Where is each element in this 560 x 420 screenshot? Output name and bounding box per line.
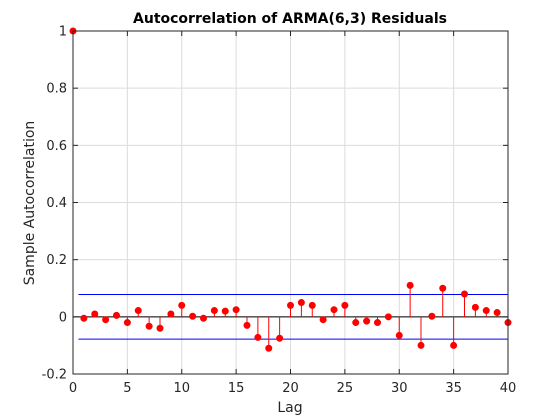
acf-marker: [298, 300, 304, 306]
acf-marker: [222, 308, 228, 314]
acf-marker: [255, 334, 261, 340]
x-tick-label: 25: [337, 381, 354, 396]
acf-marker: [483, 308, 489, 314]
x-tick-label: 40: [500, 381, 517, 396]
acf-marker: [309, 302, 315, 308]
y-tick-label: 0.2: [46, 253, 67, 268]
y-tick-label: 0.4: [46, 196, 67, 211]
acf-marker: [375, 320, 381, 326]
acf-marker: [124, 320, 130, 326]
x-axis-title: Lag: [277, 400, 302, 416]
acf-marker: [429, 313, 435, 319]
x-tick-label: 15: [228, 381, 245, 396]
acf-marker: [342, 302, 348, 308]
x-tick-label: 20: [282, 381, 299, 396]
acf-marker: [418, 342, 424, 348]
acf-marker: [233, 307, 239, 313]
acf-marker: [114, 312, 120, 318]
acf-marker: [168, 311, 174, 317]
acf-marker: [211, 308, 217, 314]
x-tick-label: 5: [123, 381, 131, 396]
acf-marker: [396, 332, 402, 338]
acf-marker: [385, 314, 391, 320]
acf-marker: [494, 310, 500, 316]
acf-marker: [364, 318, 370, 324]
acf-marker: [407, 282, 413, 288]
y-tick-label: 0.8: [46, 82, 67, 97]
grid-layer: [73, 31, 508, 374]
acf-marker: [81, 315, 87, 321]
acf-marker: [266, 345, 272, 351]
chart-title: Autocorrelation of ARMA(6,3) Residuals: [133, 11, 447, 27]
acf-marker: [135, 308, 141, 314]
y-axis-title: Sample Autocorrelation: [22, 121, 38, 286]
acf-marker: [179, 302, 185, 308]
acf-marker: [190, 313, 196, 319]
y-tick-label: 1: [59, 25, 67, 40]
acf-marker: [331, 307, 337, 313]
x-tick-label: 10: [173, 381, 190, 396]
x-tick-label: 0: [69, 381, 77, 396]
y-tick-label: -0.2: [42, 368, 67, 383]
acf-marker: [146, 323, 152, 329]
acf-marker: [92, 311, 98, 317]
acf-marker: [320, 317, 326, 323]
acf-marker: [472, 304, 478, 310]
acf-marker: [451, 342, 457, 348]
acf-marker: [353, 320, 359, 326]
x-tick-label: 35: [445, 381, 462, 396]
acf-marker: [201, 315, 207, 321]
acf-marker: [244, 322, 250, 328]
acf-marker: [277, 335, 283, 341]
x-tick-label: 30: [391, 381, 408, 396]
acf-marker: [440, 285, 446, 291]
y-tick-label: 0.6: [46, 139, 67, 154]
acf-marker: [462, 291, 468, 297]
acf-marker: [288, 302, 294, 308]
acf-marker: [103, 317, 109, 323]
y-tick-label: 0: [59, 310, 67, 325]
acf-marker: [157, 325, 163, 331]
